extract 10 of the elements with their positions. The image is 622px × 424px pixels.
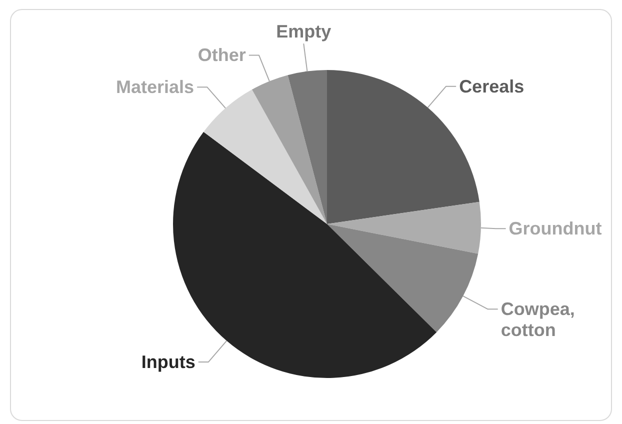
pie-slice [288, 70, 327, 224]
slice-label: Inputs [141, 352, 196, 372]
slice-label: Other [198, 45, 246, 66]
slice-label: Cereals [459, 76, 524, 96]
pie-slice [327, 224, 478, 332]
slice-label: Materials [116, 77, 194, 98]
slice-label: Groundnut [508, 218, 602, 239]
slice-label: Cowpea, cotton [500, 299, 575, 340]
pie-slice [204, 90, 327, 224]
slice-label: Empty [276, 22, 332, 42]
